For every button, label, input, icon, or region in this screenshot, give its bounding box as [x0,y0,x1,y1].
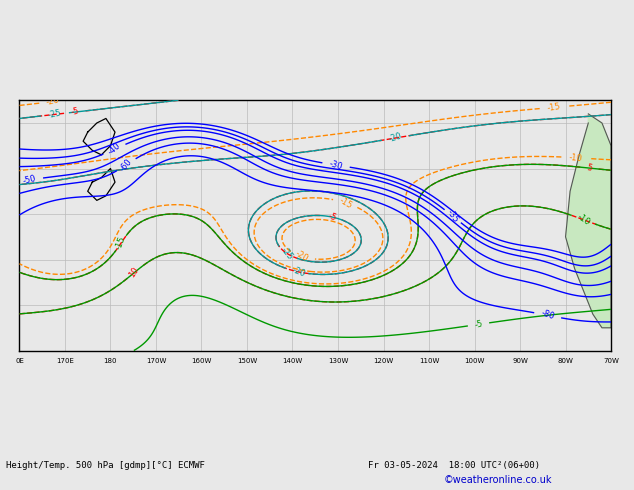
Text: 5: 5 [586,163,593,173]
Text: -15: -15 [547,102,561,113]
Text: 170E: 170E [56,358,74,364]
Text: 90W: 90W [512,358,528,364]
Text: -5: -5 [327,211,337,223]
Text: Fr 03-05-2024  18:00 UTC²(06+00): Fr 03-05-2024 18:00 UTC²(06+00) [368,462,540,470]
Text: 160W: 160W [191,358,212,364]
Text: 170W: 170W [146,358,166,364]
Text: 100W: 100W [464,358,485,364]
Text: Height/Temp. 500 hPa [gdmp][°C] ECMWF: Height/Temp. 500 hPa [gdmp][°C] ECMWF [6,462,205,470]
Text: 10: 10 [127,266,141,280]
Text: 120W: 120W [373,358,394,364]
Text: 140W: 140W [282,358,302,364]
Text: 80W: 80W [558,358,574,364]
Text: -25: -25 [48,109,63,120]
Text: -50: -50 [22,174,37,186]
Text: -10: -10 [575,212,592,227]
Text: -10: -10 [568,152,583,163]
Text: 70W: 70W [603,358,619,364]
Text: -25: -25 [279,245,294,261]
Text: -20: -20 [46,96,61,107]
Text: 0E: 0E [15,358,24,364]
Text: -30: -30 [328,159,344,171]
Text: -20: -20 [294,249,310,264]
Text: 180: 180 [104,358,117,364]
Text: 130W: 130W [328,358,348,364]
Text: -5: -5 [474,319,484,330]
Polygon shape [566,114,611,328]
Text: -15: -15 [115,235,127,251]
Text: 110W: 110W [419,358,439,364]
Text: -20: -20 [387,132,403,144]
Text: -5: -5 [70,107,80,117]
Text: -80: -80 [540,309,555,322]
Text: -20: -20 [290,265,306,278]
Text: 150W: 150W [237,358,257,364]
Text: -40: -40 [107,142,122,157]
Text: ©weatheronline.co.uk: ©weatheronline.co.uk [444,475,552,485]
Text: -35: -35 [445,208,460,224]
Text: -60: -60 [119,157,134,173]
Text: -15: -15 [338,196,354,210]
